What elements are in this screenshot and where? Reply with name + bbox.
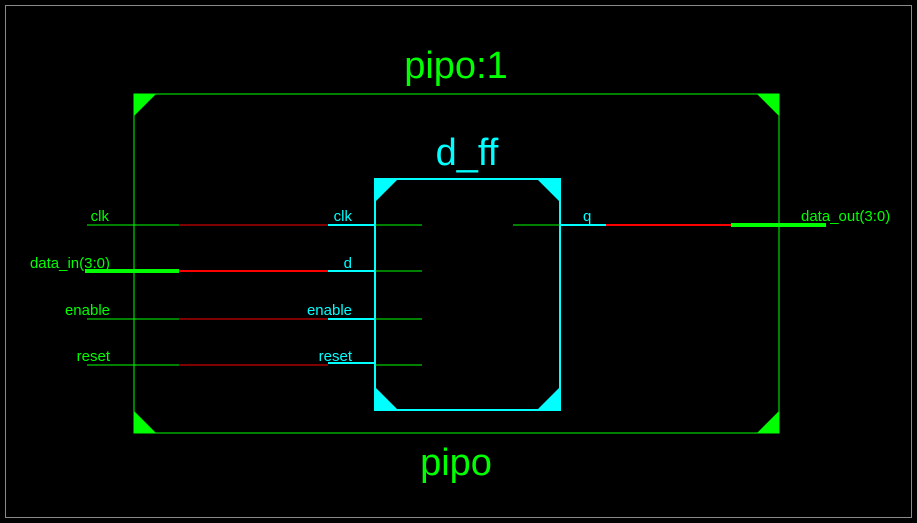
pin-d-label: d [344, 255, 352, 272]
inner-block-border [374, 178, 561, 411]
pin-q-label: q [583, 208, 591, 225]
pin-reset-label: reset [319, 348, 353, 365]
port-clk-label: clk [91, 208, 110, 225]
pin-enable-label: enable [307, 302, 352, 319]
outer-corner-tr [757, 94, 779, 116]
port-data-in-label: data_in(3:0) [30, 255, 110, 272]
outer-corner-bl [134, 411, 156, 433]
inner-block-d-ff[interactable] [374, 178, 561, 411]
pin-clk[interactable]: clk [328, 208, 422, 226]
inner-module-name: d_ff [436, 132, 499, 174]
pin-clk-label: clk [334, 208, 353, 225]
port-reset[interactable]: reset [77, 348, 179, 366]
outer-corner-br [757, 411, 779, 433]
outer-instance-name: pipo:1 [404, 45, 508, 87]
outer-block-pipo[interactable] [133, 93, 780, 434]
inner-corner-tr [537, 179, 560, 202]
pin-enable[interactable]: enable [307, 302, 422, 320]
port-enable[interactable]: enable [65, 302, 179, 320]
outer-module-name: pipo [420, 442, 492, 484]
port-data-out-label: data_out(3:0) [801, 208, 890, 225]
port-enable-label: enable [65, 302, 110, 319]
port-data-in[interactable]: data_in(3:0) [30, 255, 179, 273]
inner-corner-bl [375, 387, 398, 410]
inner-corner-tl [375, 179, 398, 202]
inner-corner-br [537, 387, 560, 410]
outer-corner-tl [134, 94, 156, 116]
port-clk[interactable]: clk [87, 208, 179, 226]
canvas-frame [5, 5, 912, 518]
pin-q[interactable]: q [513, 208, 606, 226]
port-reset-label: reset [77, 348, 111, 365]
outer-block-border [133, 93, 780, 434]
pin-reset[interactable]: reset [319, 348, 422, 366]
port-data-out[interactable]: data_out(3:0) [731, 208, 890, 227]
pin-d[interactable]: d [328, 255, 422, 272]
